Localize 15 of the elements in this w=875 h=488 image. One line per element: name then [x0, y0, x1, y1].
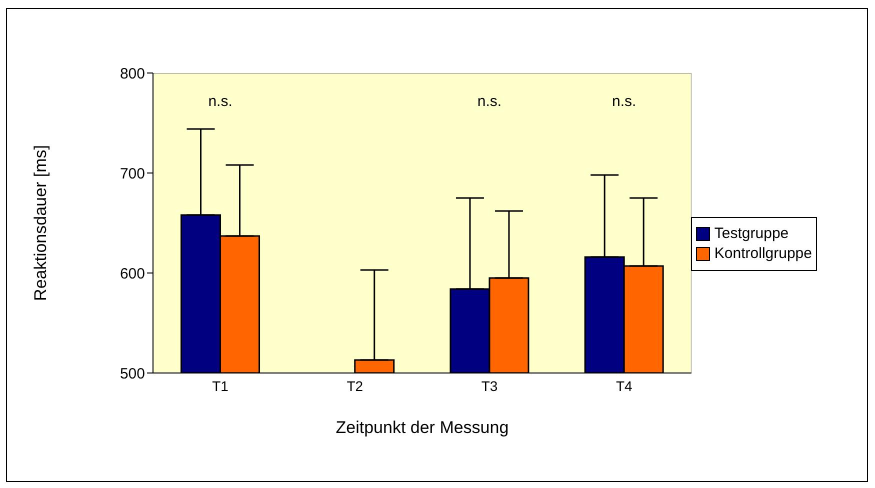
y-tick-label: 600	[120, 265, 145, 282]
legend-label: Testgruppe	[714, 224, 789, 244]
annotation: n.s.	[208, 93, 232, 110]
y-tick-label: 800	[120, 65, 145, 82]
y-tick-label: 700	[120, 165, 145, 182]
annotation: n.s.	[477, 93, 502, 110]
x-axis-title: Zeitpunkt der Messung	[336, 418, 509, 437]
annotation: n.s.	[612, 93, 636, 110]
y-tick-label: 500	[120, 365, 145, 382]
y-axis-title: Reaktionsdauer [ms]	[31, 145, 50, 301]
x-tick-label: T1	[212, 378, 229, 394]
legend-label: Kontrollgruppe	[714, 244, 812, 264]
x-tick-label: T2	[346, 378, 364, 394]
x-tick-label: T4	[616, 378, 632, 394]
x-tick-label: T3	[481, 378, 498, 394]
